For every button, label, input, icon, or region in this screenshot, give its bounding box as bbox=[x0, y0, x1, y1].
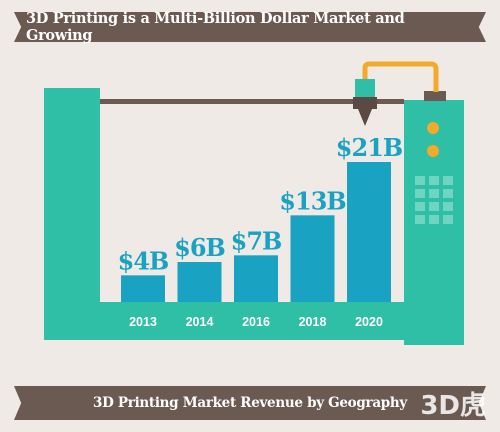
printer-base bbox=[44, 302, 404, 340]
x-tick-label-2014: 2014 bbox=[186, 315, 214, 329]
keypad-key bbox=[415, 176, 425, 185]
x-tick-label-2016: 2016 bbox=[242, 315, 270, 329]
printer-rail bbox=[100, 99, 404, 104]
bar-2018 bbox=[290, 215, 335, 302]
printer-cap bbox=[424, 91, 446, 101]
x-tick-label-2020: 2020 bbox=[355, 315, 383, 329]
x-tick-label-2013: 2013 bbox=[129, 315, 157, 329]
title-banner: 3D Printing is a Multi-Billion Dollar Ma… bbox=[14, 10, 486, 44]
bar-2014 bbox=[177, 262, 222, 302]
bar-2013 bbox=[121, 275, 165, 302]
keypad-key bbox=[429, 215, 439, 224]
keypad-key bbox=[443, 202, 453, 211]
filament-tube bbox=[362, 61, 439, 92]
keypad-key bbox=[443, 176, 453, 185]
bar-2020 bbox=[347, 162, 391, 302]
x-tick-label-2018: 2018 bbox=[299, 315, 327, 329]
data-label-2018: $13B bbox=[279, 186, 345, 215]
keypad-key bbox=[415, 215, 425, 224]
footer-notch-left bbox=[14, 386, 26, 420]
extruder-head bbox=[355, 79, 375, 97]
keypad-key bbox=[429, 202, 439, 211]
keypad-key bbox=[415, 202, 425, 211]
extruder-nozzle bbox=[358, 109, 372, 126]
bar-series: $4B 2013 $6B 2014 $7B 2016 $13B 2018 $21B 2020 bbox=[118, 133, 404, 329]
control-keypad bbox=[415, 176, 453, 224]
control-knob-2 bbox=[427, 145, 439, 157]
data-label-2014: $6B bbox=[174, 233, 225, 262]
chart-title: 3D Printing is a Multi-Billion Dollar Ma… bbox=[26, 10, 474, 44]
keypad-key bbox=[429, 176, 439, 185]
footer-title: 3D Printing Market Revenue by Geography bbox=[26, 386, 474, 420]
watermark-logo: 3D虎 bbox=[420, 391, 486, 421]
bar-2016 bbox=[234, 255, 278, 302]
extruder-mount bbox=[353, 97, 377, 109]
data-label-2016: $7B bbox=[231, 226, 282, 255]
control-knob-1 bbox=[427, 122, 439, 134]
footer-banner: 3D Printing Market Revenue by Geography bbox=[14, 386, 486, 420]
keypad-key bbox=[429, 189, 439, 198]
data-label-2013: $4B bbox=[118, 246, 169, 275]
keypad-key bbox=[443, 189, 453, 198]
keypad-key bbox=[443, 215, 453, 224]
printer-left-post bbox=[44, 88, 100, 340]
data-label-2020: $21B bbox=[336, 133, 402, 162]
keypad-key bbox=[415, 189, 425, 198]
